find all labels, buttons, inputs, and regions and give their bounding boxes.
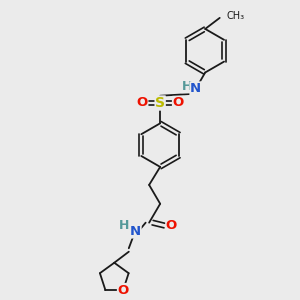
Text: N: N: [130, 225, 141, 238]
Text: O: O: [118, 284, 129, 297]
Text: O: O: [136, 97, 148, 110]
Text: O: O: [166, 219, 177, 232]
Text: H: H: [119, 219, 130, 232]
Text: N: N: [190, 82, 201, 95]
Text: O: O: [172, 97, 184, 110]
Text: CH₃: CH₃: [226, 11, 244, 21]
Text: S: S: [155, 96, 165, 110]
Text: H: H: [182, 80, 192, 93]
